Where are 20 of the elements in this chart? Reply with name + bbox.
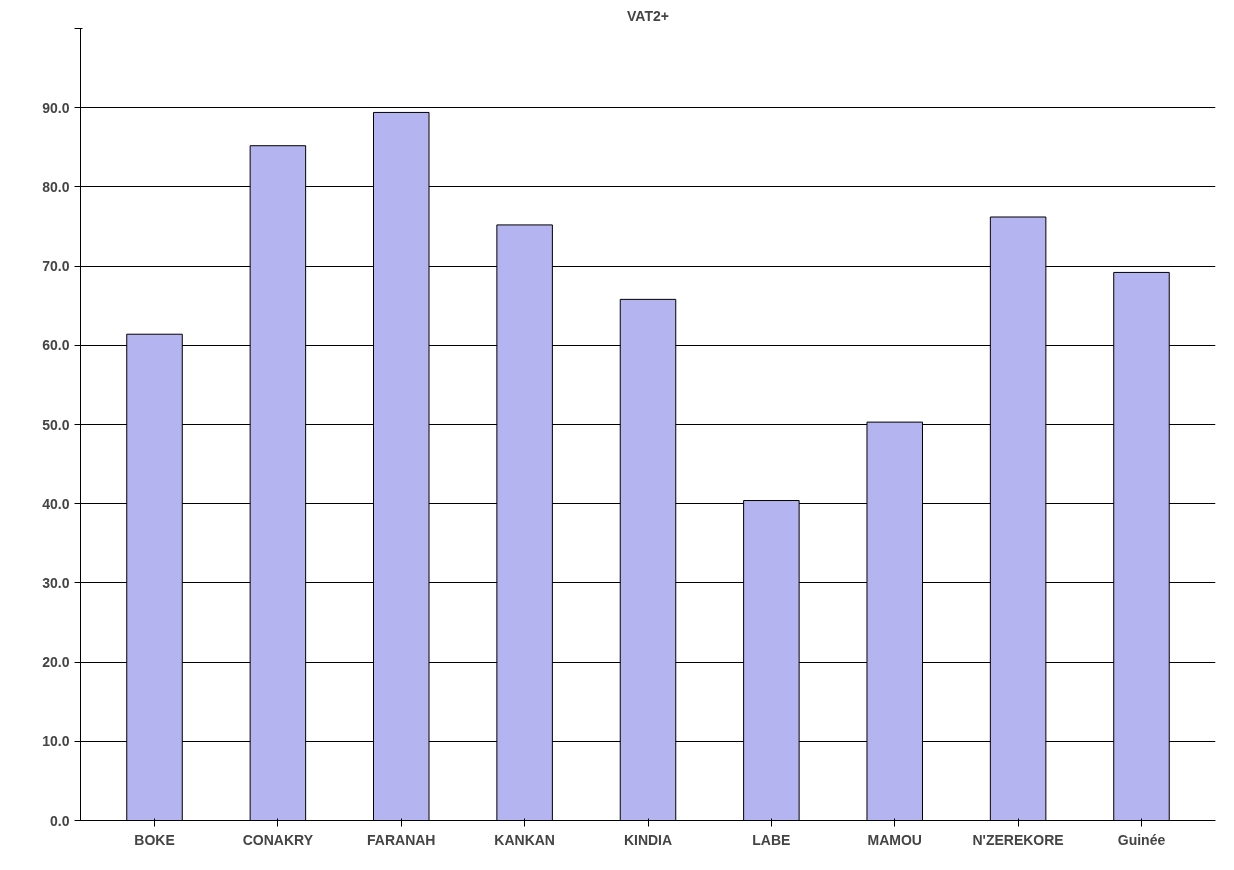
x-tick-label: KANKAN <box>494 831 555 848</box>
y-tick-label: 90.0 <box>42 99 70 116</box>
y-tick-label: 50.0 <box>42 416 70 433</box>
x-tick-label: MAMOU <box>867 831 922 848</box>
chart-title: VAT2+ <box>627 7 669 24</box>
x-tick-label: BOKE <box>134 831 175 848</box>
y-tick-label: 60.0 <box>42 337 70 354</box>
x-tick-label: KINDIA <box>623 831 673 848</box>
y-tick-label: 0.0 <box>50 812 70 829</box>
y-tick-label: 10.0 <box>42 733 70 750</box>
x-tick-label: FARANAH <box>367 831 436 848</box>
x-tick-label: N'ZEREKORE <box>972 831 1064 848</box>
y-tick-label: 30.0 <box>42 574 70 591</box>
x-tick-label: Guinée <box>1117 831 1166 848</box>
x-tick-label: CONAKRY <box>242 831 314 848</box>
y-tick-label: 70.0 <box>42 258 70 275</box>
y-tick-label: 80.0 <box>42 178 70 195</box>
x-tick-label: LABE <box>752 831 791 848</box>
y-tick-label: 40.0 <box>42 495 70 512</box>
y-tick-label: 20.0 <box>42 654 70 671</box>
